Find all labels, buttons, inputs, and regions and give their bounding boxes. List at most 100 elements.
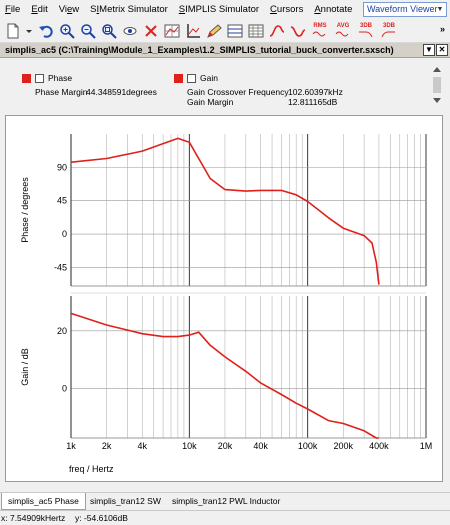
3db-highpass-button[interactable]: 3DB xyxy=(379,22,399,40)
menu-bar: File Edit View SIMetrix Simulator SIMPLI… xyxy=(0,0,450,19)
cursor-rise-button[interactable] xyxy=(268,22,286,40)
phase-margin-value: 44.348591degrees xyxy=(86,87,157,97)
table-icon xyxy=(248,24,264,37)
x-axis-label: freq / Hertz xyxy=(69,464,114,474)
wave-icon xyxy=(381,31,395,38)
plot-area[interactable]: 90 45 0 -45 Phase / degrees 20 0 Gain / dB 1k 2k 4… xyxy=(5,115,443,482)
phase-y-tick-label: -45 xyxy=(54,262,67,272)
gain-legend-label: Gain xyxy=(200,73,218,83)
x-tick-label: 1k xyxy=(66,441,76,451)
window-title-bar: simplis_ac5 (C:\Training\Module_1_Exampl… xyxy=(0,43,450,58)
eye-icon xyxy=(123,26,137,35)
phase-y-tick-label: 0 xyxy=(62,229,67,239)
phase-color-swatch xyxy=(22,74,31,83)
window-controls: ▼ ✕ xyxy=(422,44,448,56)
wave-icon xyxy=(335,31,349,37)
wave-icon xyxy=(312,31,326,37)
new-file-icon xyxy=(7,23,19,38)
gain-margin-value: 12.811165dB xyxy=(288,97,338,107)
layout-button[interactable] xyxy=(226,22,244,40)
x-tick-label: 400k xyxy=(369,441,389,451)
tab-simplis-tran12-sw[interactable]: simplis_tran12 SW xyxy=(90,496,161,506)
phase-legend-label: Phase xyxy=(48,73,73,83)
grid-icon xyxy=(164,24,180,37)
zoom-in-icon xyxy=(60,23,75,39)
3db-button[interactable]: 3DB xyxy=(356,22,376,40)
menu-view[interactable]: View xyxy=(58,4,80,15)
new-file-button[interactable] xyxy=(4,22,22,40)
legend-panel: Phase Phase Margin 44.348591degrees Gain… xyxy=(0,59,450,111)
menu-simetrix-simulator[interactable]: SIMetrix Simulator xyxy=(90,4,168,15)
menu-simplis-simulator[interactable]: SIMPLIS Simulator xyxy=(178,4,260,15)
scroll-down-icon xyxy=(433,98,441,103)
x-tick-label: 20k xyxy=(218,441,233,451)
undo-button[interactable] xyxy=(37,22,55,40)
cursor-fall-button[interactable] xyxy=(289,22,307,40)
table-button[interactable] xyxy=(247,22,265,40)
rms-label: RMS xyxy=(313,23,327,29)
gain-color-swatch xyxy=(174,74,183,83)
toolbar-overflow[interactable]: » xyxy=(439,24,445,34)
gain-y-tick-label: 0 xyxy=(62,384,67,394)
phase-y-axis-label: Phase / degrees xyxy=(20,177,30,243)
window-title: simplis_ac5 (C:\Training\Module_1_Exampl… xyxy=(5,45,394,55)
chevron-down-icon xyxy=(26,29,32,33)
probe-button[interactable] xyxy=(121,22,139,40)
zoom-in-button[interactable] xyxy=(58,22,76,40)
edit-curve-button[interactable] xyxy=(205,22,223,40)
gain-y-axis-label: Gain / dB xyxy=(20,348,30,386)
zoom-out-icon xyxy=(81,23,96,39)
3db-highpass-label: 3DB xyxy=(382,23,395,29)
phase-margin-label: Phase Margin xyxy=(35,87,88,97)
edit-axis-button[interactable] xyxy=(184,22,202,40)
rms-button[interactable]: RMS xyxy=(310,22,330,40)
legend-scrollbar[interactable] xyxy=(432,65,442,105)
window-menu-button[interactable]: ▼ xyxy=(423,44,435,56)
new-grid-button[interactable] xyxy=(163,22,181,40)
phase-y-tick-label: 45 xyxy=(57,196,67,206)
x-tick-label: 10k xyxy=(182,441,197,451)
window-close-button[interactable]: ✕ xyxy=(436,44,448,56)
zoom-fit-icon xyxy=(102,23,117,39)
gain-crossover-label: Gain Crossover Frequency xyxy=(187,87,289,97)
axis-icon xyxy=(187,23,200,38)
chevron-down-icon: ▼ xyxy=(436,6,444,13)
fall-curve-icon xyxy=(290,25,306,37)
3db-label: 3DB xyxy=(359,23,372,29)
chevron-down-icon: ▼ xyxy=(425,45,433,54)
delete-curve-icon xyxy=(145,24,157,37)
status-bar: x: 7.54909kHertz y: -54.6106dB xyxy=(0,510,450,525)
menu-cursors[interactable]: Cursors xyxy=(270,4,304,15)
menu-annotate[interactable]: Annotate xyxy=(314,4,353,15)
menu-file[interactable]: File xyxy=(5,4,21,15)
avg-label: AVG xyxy=(336,23,350,29)
phase-checkbox[interactable] xyxy=(35,74,44,83)
cursor-y-readout: y: -54.6106dB xyxy=(75,513,128,523)
toolbar: RMS AVG 3DB 3DB » xyxy=(0,19,450,43)
x-tick-label: 1M xyxy=(420,441,433,451)
scroll-up-icon xyxy=(433,67,441,72)
gain-margin-label: Gain Margin xyxy=(187,97,234,107)
view-dropdown-value: Waveform Viewer xyxy=(367,4,438,14)
phase-series-line xyxy=(70,137,380,285)
phase-y-tick-label: 90 xyxy=(57,162,67,172)
undo-icon xyxy=(39,25,53,38)
x-tick-label: 100k xyxy=(298,441,318,451)
zoom-out-button[interactable] xyxy=(79,22,97,40)
tab-simplis-ac5-phase[interactable]: simplis_ac5 Phase xyxy=(1,493,86,510)
close-icon: ✕ xyxy=(438,45,446,54)
tab-simplis-tran12-pwl-inductor[interactable]: simplis_tran12 PWL Inductor xyxy=(172,496,281,506)
x-tick-label: 4k xyxy=(137,441,147,451)
new-dropdown-button[interactable] xyxy=(25,22,33,40)
view-dropdown[interactable]: Waveform Viewer ▼ xyxy=(363,2,447,17)
bode-plot[interactable]: 90 45 0 -45 Phase / degrees 20 0 Gain / dB 1k 2k 4… xyxy=(6,116,444,483)
gain-checkbox[interactable] xyxy=(187,74,196,83)
zoom-fit-button[interactable] xyxy=(100,22,118,40)
menu-edit[interactable]: Edit xyxy=(31,4,48,15)
x-tick-label: 2k xyxy=(102,441,112,451)
delete-curve-button[interactable] xyxy=(142,22,160,40)
avg-button[interactable]: AVG xyxy=(333,22,353,40)
gain-crossover-value: 102.60397kHz xyxy=(288,87,343,97)
wave-icon xyxy=(359,31,373,38)
pencil-icon xyxy=(207,23,222,38)
